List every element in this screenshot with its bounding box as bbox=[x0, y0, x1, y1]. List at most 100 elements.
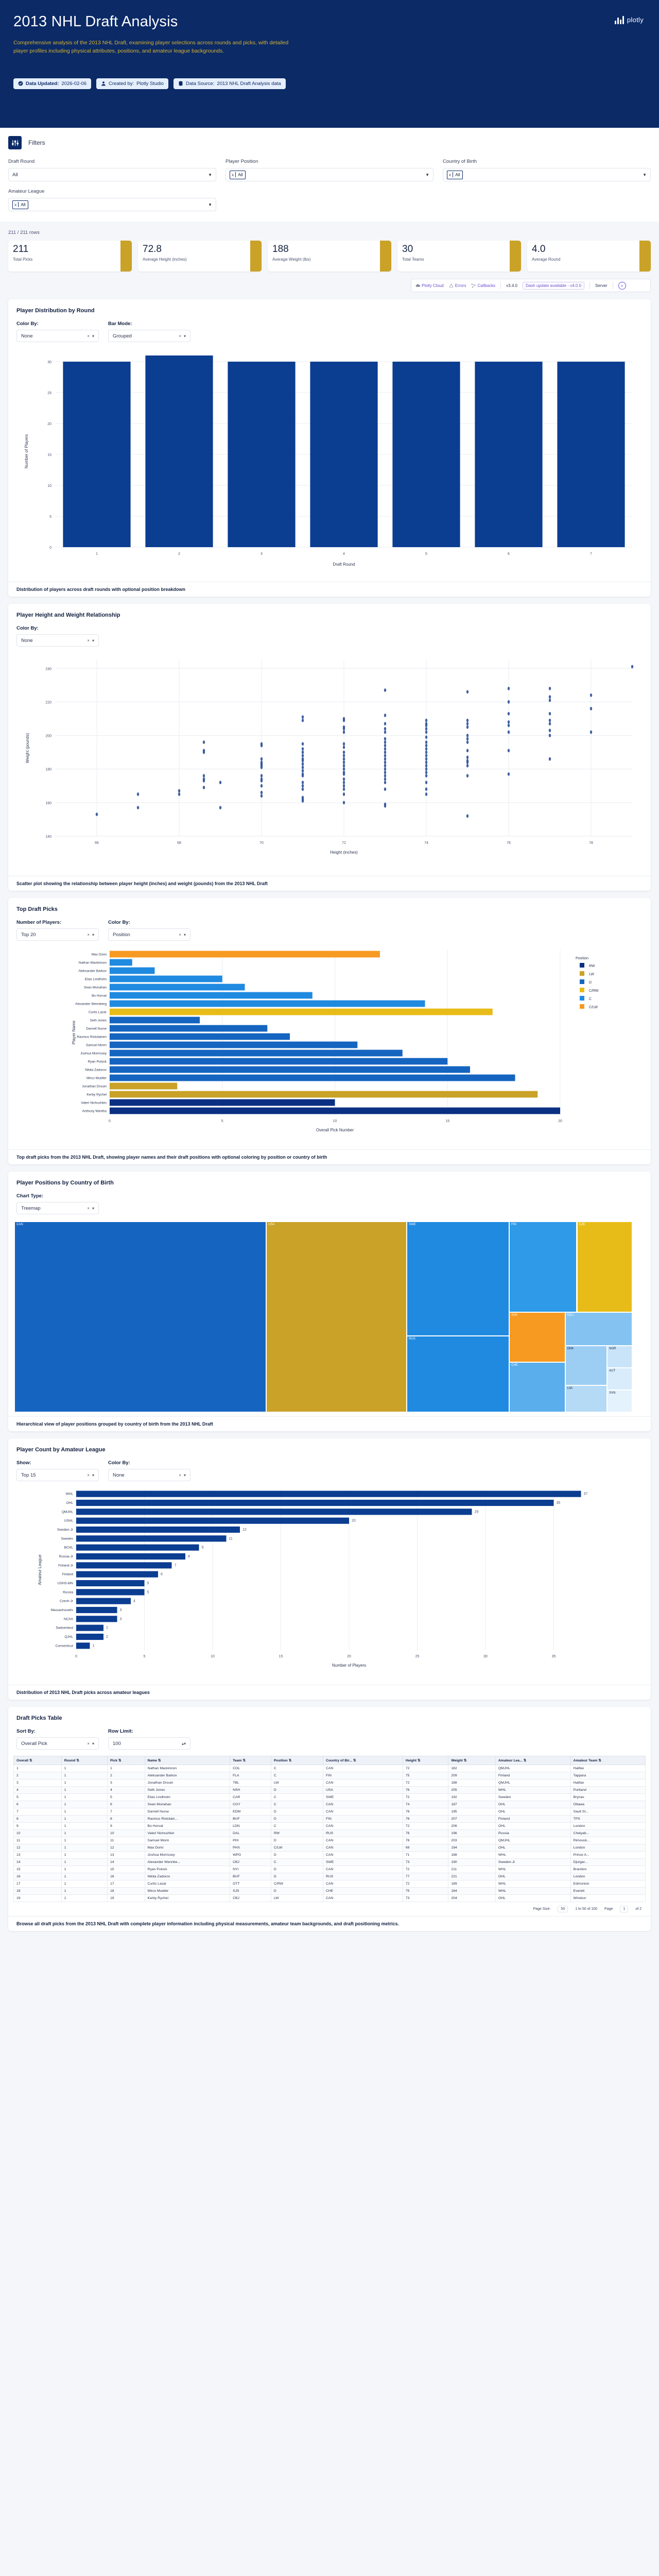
svg-text:2: 2 bbox=[178, 552, 180, 556]
filter-amateur-league-select[interactable]: x All ▼ bbox=[8, 198, 216, 211]
filter-chip[interactable]: x All bbox=[230, 170, 246, 179]
treemap-cell[interactable]: SVN bbox=[607, 1389, 632, 1412]
filter-country-of-birth-select[interactable]: x All ▼ bbox=[443, 168, 651, 181]
clear-icon[interactable]: × bbox=[179, 932, 181, 937]
table-row[interactable]: 14 1 14 Alexander Wennbe... CBJ C SWE 73 190 Swed… bbox=[13, 1858, 646, 1866]
treemap-cell[interactable]: CHE bbox=[509, 1362, 565, 1412]
treemap-cell[interactable]: FIN bbox=[509, 1222, 577, 1313]
table-row[interactable]: 5 1 5 Elias Lindholm CAR C SWE 72 192 Sweden Bryna… bbox=[13, 1793, 646, 1801]
sort-by-select[interactable]: Overall Pick × ▾ bbox=[16, 1737, 99, 1750]
table-column-header[interactable]: Round ⇅ bbox=[61, 1756, 108, 1765]
clear-icon[interactable]: × bbox=[87, 932, 90, 937]
table-column-header[interactable]: Amateur Team ⇅ bbox=[570, 1756, 646, 1765]
table-column-header[interactable]: Team ⇅ bbox=[230, 1756, 271, 1765]
treemap-cell[interactable]: AUT bbox=[607, 1367, 632, 1390]
table-column-header[interactable]: Pick ⇅ bbox=[107, 1756, 145, 1765]
dash-update-available-pill[interactable]: Dash update available - v4.0.0 bbox=[522, 281, 585, 290]
table-column-header[interactable]: Amateur Lea... ⇅ bbox=[495, 1756, 571, 1765]
table-row[interactable]: 4 1 4 Seth Jones NSH D USA 76 205 WHL Portland bbox=[13, 1786, 646, 1794]
treemap-cell[interactable]: DEU bbox=[565, 1312, 632, 1346]
table-row[interactable]: 9 1 9 Bo Horvat LDN C CAN 72 206 OHL London bbox=[13, 1822, 646, 1830]
table-row[interactable]: 6 1 6 Sean Monahan CGY C CAN 74 187 OHL Ottawa bbox=[13, 1801, 646, 1808]
plot-height-weight-scatter[interactable]: 140 160 180 200 220 240 66 68 70 72 74 76 78 Height (… bbox=[8, 647, 651, 876]
filter-chip[interactable]: x All bbox=[447, 170, 463, 179]
treemap-cell[interactable]: SWE bbox=[407, 1222, 510, 1336]
card-title: Player Distribution by Round bbox=[16, 308, 95, 314]
color-by-select[interactable]: Position × ▾ bbox=[108, 928, 190, 941]
clear-icon[interactable]: × bbox=[87, 638, 90, 643]
callbacks-button[interactable]: Callbacks bbox=[471, 283, 495, 288]
table-column-header[interactable]: Position ⇅ bbox=[270, 1756, 323, 1765]
table-row[interactable]: 19 1 19 Kerby Rychel CBJ LW CAN 73 204 OHL Windsor bbox=[13, 1894, 646, 1902]
plotly-cloud-button[interactable]: Plotly Cloud bbox=[415, 283, 444, 288]
table-cell: Rasmus Ristolain... bbox=[144, 1815, 231, 1823]
table-column-header[interactable]: Name ⇅ bbox=[144, 1756, 231, 1765]
table-cell: 1 bbox=[61, 1772, 108, 1780]
plot-amateur-league[interactable]: 0 5 10 15 20 25 30 35 WHL 37 OHL 35 QMJHL 29 USHL 20 Swe… bbox=[8, 1481, 651, 1685]
filter-chip[interactable]: x All bbox=[12, 200, 28, 209]
table-row[interactable]: 1 1 1 Nathan Mackinnon COL C CAN 72 182 QMJHL Hali… bbox=[13, 1765, 646, 1772]
table-cell: Nikita Zadorov bbox=[144, 1873, 231, 1880]
table-row[interactable]: 8 1 8 Rasmus Ristolain... BUF D FIN 76 207 Finlan… bbox=[13, 1815, 646, 1823]
errors-button[interactable]: Errors bbox=[449, 283, 466, 288]
table-cell: 1 bbox=[61, 1880, 108, 1888]
table-cell: CAN bbox=[322, 1880, 403, 1888]
table-column-header[interactable]: Country of Bir... ⇅ bbox=[322, 1756, 403, 1765]
number-of-players-select[interactable]: Top 20 × ▾ bbox=[16, 928, 99, 941]
table-row[interactable]: 11 1 11 Samuel Morin PHI D CAN 78 203 QMJHL Rimous… bbox=[13, 1837, 646, 1844]
treemap-cell[interactable]: NOR bbox=[607, 1345, 632, 1368]
treemap-cell[interactable]: RUS bbox=[407, 1336, 510, 1412]
dash-dev-toolbar[interactable]: Plotly Cloud Errors Callbacks v3.4.0 Das… bbox=[411, 279, 651, 292]
table-row[interactable]: 18 1 18 Mirco Mueller SJS D CHE 75 184 WHL Everett bbox=[13, 1887, 646, 1895]
treemap-cell[interactable]: CZE bbox=[577, 1222, 632, 1313]
chip-remove-icon[interactable]: x bbox=[230, 172, 236, 177]
filter-player-position-select[interactable]: x All ▼ bbox=[226, 168, 433, 181]
collapse-toolbar-icon[interactable]: » bbox=[618, 281, 626, 290]
treemap-cell[interactable]: LVA bbox=[565, 1385, 608, 1412]
table-row[interactable]: 13 1 13 Joshua Morrissey WPG D CAN 71 188 WHL Prin… bbox=[13, 1851, 646, 1859]
treemap-cell[interactable]: USA bbox=[266, 1222, 407, 1412]
treemap-cell[interactable]: CAN bbox=[14, 1222, 267, 1412]
plot-distribution-by-round[interactable]: 0 5 10 15 20 25 30 1 2 3 4 5 6 7 Draft Round Number of … bbox=[8, 342, 651, 582]
stepper-icon[interactable]: ▴▾ bbox=[181, 1741, 186, 1746]
color-by-select[interactable]: None × ▾ bbox=[16, 330, 99, 342]
page-number-input[interactable]: 1 bbox=[620, 1906, 629, 1912]
chevron-down-icon: ▾ bbox=[92, 932, 94, 937]
table-column-header[interactable]: Weight ⇅ bbox=[448, 1756, 496, 1765]
control-bar-mode: Bar Mode: Grouped × ▾ bbox=[108, 321, 190, 342]
svg-text:NCAA: NCAA bbox=[64, 1617, 74, 1621]
plot-top-draft-picks[interactable]: 0 5 10 15 20 Max Domi Nathan Mackinnon Aleksand… bbox=[8, 941, 651, 1149]
table-row[interactable]: 3 1 3 Jonathan Drouin TBL LW CAN 72 188 QMJHL Hali… bbox=[13, 1779, 646, 1787]
page-size-input[interactable]: 50 bbox=[558, 1906, 568, 1912]
filter-draft-round-select[interactable]: All ▼ bbox=[8, 168, 216, 181]
color-by-select[interactable]: None × ▾ bbox=[108, 1469, 190, 1481]
clear-icon[interactable]: × bbox=[87, 1741, 90, 1746]
draft-picks-table-wrap[interactable]: Overall ⇅ Round ⇅ Pick ⇅ Name ⇅ Team ⇅ Positi… bbox=[8, 1750, 651, 1916]
clear-icon[interactable]: × bbox=[179, 1472, 181, 1478]
clear-icon[interactable]: × bbox=[87, 1472, 90, 1478]
treemap-cell[interactable]: DNK bbox=[565, 1345, 608, 1386]
clear-icon[interactable]: × bbox=[87, 333, 90, 338]
bar-mode-select[interactable]: Grouped × ▾ bbox=[108, 330, 190, 342]
chart-type-select[interactable]: Treemap × ▾ bbox=[16, 1202, 99, 1214]
plot-treemap[interactable]: CAN USA SWE RUS FIN CZE SVK CHE DEU DNK LVA NOR AUT S… bbox=[8, 1214, 651, 1416]
table-row[interactable]: 15 1 15 Ryan Pulock NYI D CAN 72 211 WHL Brandon bbox=[13, 1866, 646, 1873]
table-row[interactable]: 16 1 16 Nikita Zadorov BUF D RUS 77 221 OHL London bbox=[13, 1873, 646, 1880]
show-select[interactable]: Top 15 × ▾ bbox=[16, 1469, 99, 1481]
table-row[interactable]: 17 1 17 Curtis Lazar OTT C/RW CAN 72 189 WHL Edmon… bbox=[13, 1880, 646, 1888]
chip-remove-icon[interactable]: x bbox=[13, 202, 19, 207]
svg-text:Czech-Jr: Czech-Jr bbox=[60, 1600, 74, 1603]
table-column-header[interactable]: Overall ⇅ bbox=[13, 1756, 62, 1765]
color-by-select[interactable]: None × ▾ bbox=[16, 634, 99, 647]
treemap-cell[interactable]: SVK bbox=[509, 1312, 565, 1363]
clear-icon[interactable]: × bbox=[179, 333, 181, 338]
table-column-header[interactable]: Height ⇅ bbox=[402, 1756, 449, 1765]
table-row[interactable]: 2 1 2 Aleksander Barkov FLA C FIN 75 209 Finland T… bbox=[13, 1772, 646, 1780]
row-limit-input[interactable]: 100 ▴▾ bbox=[108, 1737, 190, 1750]
table-row[interactable]: 7 1 7 Darnell Nurse EDM D CAN 76 195 OHL Sault St.… bbox=[13, 1808, 646, 1816]
badge-label: Created by: bbox=[109, 80, 134, 87]
table-row[interactable]: 12 1 12 Max Domi PHX C/LW CAN 69 194 OHL London bbox=[13, 1844, 646, 1852]
clear-icon[interactable]: × bbox=[87, 1206, 90, 1211]
chip-remove-icon[interactable]: x bbox=[447, 172, 454, 177]
table-row[interactable]: 10 1 10 Valeri Nichushkin DAL RW RUS 76 196 Russi… bbox=[13, 1829, 646, 1837]
